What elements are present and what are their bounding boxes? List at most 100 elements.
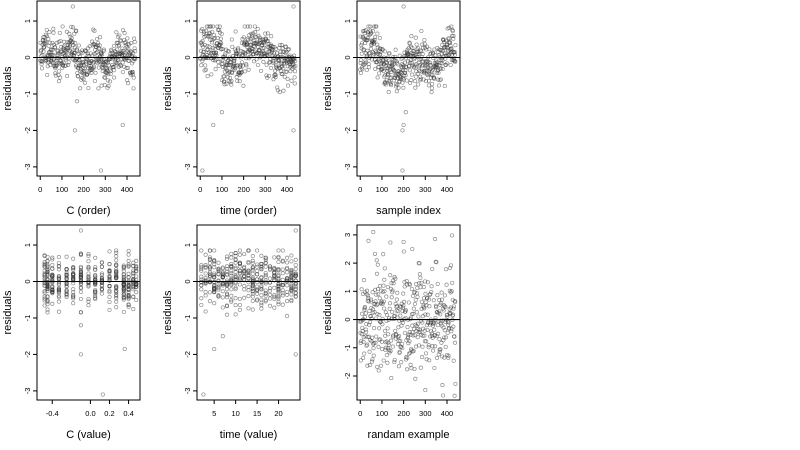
data-point [289,275,294,280]
data-point [384,353,389,358]
data-point [80,59,85,64]
data-point [436,311,441,316]
y-tick-label: -2 [343,373,352,380]
data-point [116,60,121,65]
y-axis-label: residuals [2,66,14,111]
data-point [233,260,238,265]
data-point [443,344,448,349]
data-point [380,347,385,352]
data-point [405,355,410,360]
data-point [436,352,441,357]
data-point [114,275,119,280]
data-point [229,273,234,278]
data-point [46,36,51,41]
data-point [78,270,83,275]
data-point [121,266,126,271]
data-point [443,62,448,67]
data-point [293,262,298,268]
data-point [246,294,251,299]
data-point [122,346,127,352]
data-point [126,258,131,263]
data-point [364,330,369,335]
data-point [113,51,118,56]
data-point [89,59,94,64]
data-point [121,282,126,287]
data-point [214,50,219,55]
data-point [131,282,136,287]
data-point [374,24,379,29]
data-point [272,255,277,260]
data-point [107,268,112,273]
data-point [71,273,76,278]
data-point [405,336,410,341]
data-point [272,294,277,299]
data-point [425,280,430,285]
data-point [74,29,79,34]
data-point [129,40,134,45]
data-point [45,272,50,277]
data-point [233,66,238,71]
data-point [263,290,268,295]
data-point [76,74,81,79]
data-point [229,251,234,256]
data-point [280,267,285,272]
data-point [224,282,230,287]
data-point [286,83,291,88]
x-tick-label: 400 [441,409,454,418]
data-point [56,275,61,280]
data-point [80,50,85,55]
data-point [401,4,406,9]
data-point [276,282,281,287]
data-point [261,59,266,64]
data-point [56,295,61,300]
data-point [429,86,435,91]
data-point [130,70,135,75]
data-point [126,302,131,307]
data-point [418,48,423,53]
data-point [379,363,384,368]
data-point [393,276,398,281]
data-point [134,258,139,263]
data-point [446,353,451,358]
data-point [376,368,381,373]
data-point [207,261,212,266]
data-point [47,40,52,45]
data-point [285,292,290,297]
data-point [359,287,364,292]
data-point [56,267,61,272]
data-point [384,294,389,299]
data-point [125,65,130,70]
data-point [56,255,61,260]
data-point [379,299,384,304]
data-point [86,299,91,304]
data-point [435,281,440,286]
data-point [212,301,217,306]
data-point [203,67,208,72]
data-point [423,300,428,305]
data-point [107,261,112,267]
data-point [429,333,434,338]
data-point [409,348,414,353]
data-point [132,36,137,41]
data-point [112,75,117,80]
data-point [272,293,277,298]
data-point [126,283,131,288]
y-axis-label: residuals [162,66,174,111]
x-tick-label: 300 [99,185,112,194]
data-point [233,303,238,308]
panel-sample-index: 0 100 200 300 400 1 0 -1 -2 -3 sample index residua… [322,0,461,217]
data-point [83,61,89,67]
panel-random-example: 0 100 200 300 400 3 2 1 0 -1 -2 randam example resid… [322,224,461,441]
data-point [58,38,63,44]
data-point [380,301,385,306]
data-point [56,260,61,266]
data-point [41,49,46,54]
data-point [255,288,260,293]
data-point [253,30,258,35]
plot-frame [356,0,461,177]
data-point [285,276,290,281]
data-point [93,42,98,48]
data-point [114,284,119,289]
data-point [388,83,394,88]
data-point [250,289,255,294]
